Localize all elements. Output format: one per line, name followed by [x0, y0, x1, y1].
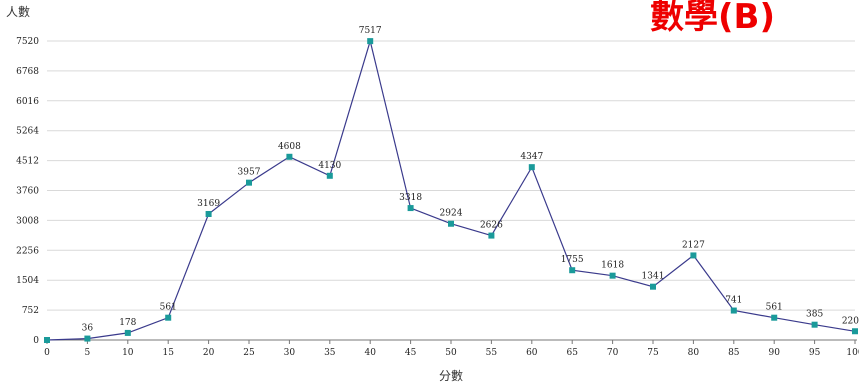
x-tick-label: 70	[607, 348, 619, 358]
y-tick-label: 3008	[16, 216, 39, 226]
y-tick-label: 1504	[16, 276, 39, 286]
data-label: 561	[160, 303, 177, 313]
y-tick-label: 5264	[16, 127, 39, 137]
x-tick-label: 75	[647, 348, 659, 358]
data-label: 178	[119, 318, 136, 328]
x-tick-label: 55	[486, 348, 498, 358]
data-label: 385	[806, 310, 823, 320]
data-point	[205, 210, 212, 217]
data-point	[44, 337, 50, 343]
data-point	[488, 232, 495, 239]
x-tick-label: 45	[405, 348, 417, 358]
axes	[46, 339, 857, 344]
y-tick-label: 4512	[16, 157, 39, 167]
data-point	[124, 329, 131, 336]
x-axis-label: 分數	[439, 369, 463, 383]
y-tick-label: 7520	[16, 37, 39, 47]
data-point	[528, 164, 535, 171]
data-point	[730, 307, 737, 314]
data-point	[326, 172, 333, 179]
data-point	[609, 272, 616, 279]
data-label: 4347	[520, 152, 543, 162]
data-label: 3169	[197, 199, 220, 209]
data-point	[246, 179, 252, 186]
x-tick-label: 25	[243, 348, 255, 358]
data-label: 3957	[238, 168, 261, 178]
data-label: 36	[82, 324, 94, 334]
data-point	[811, 321, 818, 328]
data-label: 1755	[561, 255, 584, 265]
data-point	[84, 335, 91, 342]
y-tick-label: 752	[22, 306, 39, 316]
data-label: 561	[766, 303, 783, 313]
data-label: 1618	[601, 261, 624, 271]
x-tick-label: 0	[44, 348, 50, 358]
x-tick-label: 100	[846, 348, 859, 358]
y-axis-label: 人數	[6, 5, 30, 19]
x-tick-label: 15	[162, 348, 174, 358]
data-label: 7517	[359, 26, 382, 36]
x-tick-label: 10	[122, 348, 134, 358]
data-label: 4130	[318, 161, 341, 171]
data-label: 2924	[440, 209, 463, 219]
y-tick-label: 0	[33, 336, 39, 346]
y-tick-labels: 0 752 1504 2256 3008 3760 4512 5264 6016 6768 7520	[16, 37, 39, 346]
x-tick-labels: 0 5 10 15 20 25 30 35 40 45 50 55 60 65 70 75 80 85 90 95 10…	[44, 348, 859, 358]
data-label: 2127	[682, 240, 705, 250]
data-point	[569, 267, 576, 274]
x-tick-label: 90	[768, 348, 780, 358]
data-point	[407, 205, 414, 212]
x-tick-label: 95	[809, 348, 821, 358]
data-label: 3318	[399, 193, 422, 203]
x-tick-label: 5	[85, 348, 91, 358]
data-point	[852, 328, 858, 335]
data-point	[448, 220, 454, 227]
x-tick-label: 35	[324, 348, 336, 358]
x-tick-label: 30	[284, 348, 296, 358]
grid-lines	[47, 40, 855, 311]
y-tick-label: 6768	[16, 67, 39, 77]
data-labels: 36 178 561 3169 3957 4608 4130 7517 3318 2924 2626…	[82, 26, 859, 333]
y-tick-label: 6016	[16, 97, 39, 107]
chart-title: 數學(B)	[650, 0, 775, 37]
x-tick-label: 40	[364, 348, 376, 358]
x-tick-label: 80	[688, 348, 700, 358]
data-point	[690, 252, 697, 259]
x-tick-label: 85	[728, 348, 740, 358]
data-label: 2626	[480, 221, 503, 231]
data-point	[650, 283, 656, 290]
x-tick-label: 50	[445, 348, 457, 358]
data-label: 220	[842, 316, 859, 326]
data-label: 4608	[278, 142, 301, 152]
data-point	[771, 314, 778, 321]
data-label: 1341	[642, 272, 665, 282]
data-point	[367, 38, 374, 45]
x-tick-label: 20	[203, 348, 215, 358]
data-point	[165, 314, 172, 321]
data-point	[286, 153, 293, 160]
y-tick-label: 3760	[16, 187, 39, 197]
data-label: 741	[725, 296, 742, 306]
y-tick-label: 2256	[16, 246, 39, 256]
x-tick-label: 60	[526, 348, 538, 358]
x-tick-label: 65	[566, 348, 578, 358]
data-points	[44, 38, 858, 343]
